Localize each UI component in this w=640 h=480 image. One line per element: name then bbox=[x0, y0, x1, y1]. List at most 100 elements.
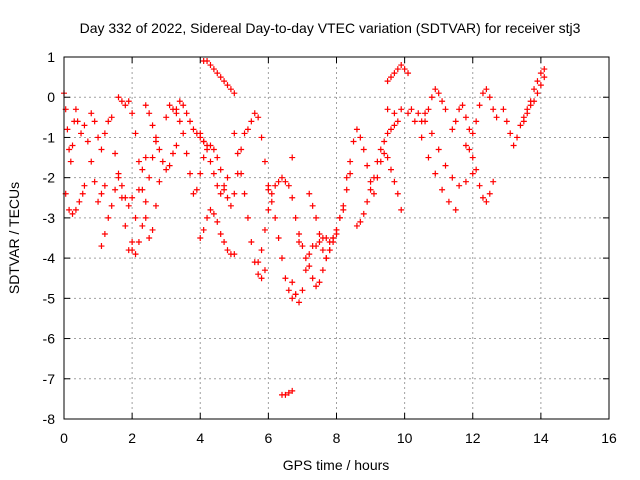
data-point bbox=[469, 170, 476, 177]
data-point bbox=[490, 106, 497, 113]
data-point bbox=[418, 134, 425, 141]
data-point bbox=[388, 126, 394, 133]
data-point bbox=[224, 174, 231, 181]
data-point bbox=[381, 138, 388, 145]
data-point bbox=[72, 106, 79, 113]
data-point bbox=[255, 114, 262, 121]
y-tick-label: -8 bbox=[43, 411, 56, 427]
data-point bbox=[479, 90, 486, 97]
data-point bbox=[367, 186, 374, 193]
data-point bbox=[316, 279, 323, 286]
data-point bbox=[394, 66, 401, 73]
data-point bbox=[473, 166, 480, 173]
data-point bbox=[204, 58, 211, 65]
data-point bbox=[217, 166, 224, 173]
data-point bbox=[98, 243, 105, 250]
data-point bbox=[95, 134, 102, 141]
y-tick-label: -3 bbox=[43, 210, 56, 226]
data-point bbox=[207, 158, 214, 165]
data-point bbox=[289, 154, 296, 161]
data-point bbox=[139, 222, 146, 229]
data-point bbox=[156, 178, 163, 185]
data-point bbox=[132, 251, 139, 258]
series-arc-b bbox=[62, 182, 88, 217]
x-tick-label: 16 bbox=[601, 430, 617, 446]
data-point bbox=[66, 206, 73, 213]
data-point bbox=[435, 90, 442, 97]
data-point bbox=[483, 86, 490, 93]
data-point bbox=[330, 235, 337, 241]
data-point bbox=[285, 287, 292, 294]
data-point bbox=[231, 251, 238, 258]
data-point bbox=[360, 210, 367, 217]
data-point bbox=[364, 162, 371, 169]
data-point bbox=[439, 186, 446, 193]
data-point bbox=[466, 126, 473, 133]
data-point bbox=[72, 206, 79, 213]
data-point bbox=[197, 235, 204, 241]
data-point bbox=[360, 146, 367, 153]
data-point bbox=[456, 182, 463, 189]
data-point bbox=[449, 126, 456, 133]
data-point bbox=[384, 106, 391, 113]
data-point bbox=[296, 239, 303, 246]
series-arc-x bbox=[384, 62, 412, 85]
data-point bbox=[149, 226, 156, 233]
series-arc-j bbox=[163, 102, 207, 197]
data-point bbox=[370, 190, 377, 197]
y-tick-label: -2 bbox=[43, 170, 56, 186]
data-point bbox=[289, 295, 296, 302]
data-point bbox=[255, 259, 262, 266]
data-point bbox=[306, 251, 313, 258]
data-point bbox=[98, 190, 105, 197]
data-point bbox=[152, 202, 159, 209]
y-tick-label: 0 bbox=[47, 89, 55, 105]
data-point bbox=[432, 170, 439, 177]
data-point bbox=[531, 86, 538, 93]
data-point bbox=[207, 206, 214, 213]
data-point bbox=[384, 130, 391, 137]
y-tick-label: -6 bbox=[43, 331, 56, 347]
series-arc-y bbox=[384, 106, 459, 213]
data-point bbox=[197, 130, 204, 137]
data-point bbox=[398, 62, 405, 69]
data-point bbox=[408, 106, 415, 113]
data-point bbox=[149, 154, 156, 161]
data-point bbox=[285, 389, 292, 396]
data-point bbox=[149, 122, 156, 129]
series-arc-m bbox=[197, 206, 238, 258]
data-point bbox=[217, 190, 224, 197]
data-point bbox=[401, 66, 408, 73]
data-point bbox=[296, 299, 303, 306]
data-point bbox=[234, 150, 241, 157]
data-point bbox=[173, 142, 180, 149]
data-point bbox=[190, 190, 197, 197]
data-point bbox=[510, 142, 517, 149]
series-arc-d bbox=[88, 110, 115, 153]
data-point bbox=[210, 210, 217, 217]
series-arc-ac bbox=[462, 142, 497, 205]
data-point bbox=[353, 126, 360, 133]
data-point bbox=[391, 110, 398, 117]
axis-ticks bbox=[63, 56, 610, 420]
series-arc-ag bbox=[289, 154, 296, 161]
data-point bbox=[479, 194, 486, 201]
series-arc-h bbox=[129, 138, 159, 258]
data-point bbox=[313, 214, 320, 221]
data-point bbox=[377, 146, 384, 153]
data-point bbox=[146, 110, 153, 117]
data-point bbox=[244, 126, 251, 133]
y-tick-label: 1 bbox=[47, 49, 55, 65]
data-point bbox=[313, 243, 320, 250]
data-point bbox=[336, 214, 343, 221]
data-point bbox=[139, 186, 146, 193]
data-point bbox=[261, 267, 268, 274]
y-axis-label: SDTVAR / TECUs bbox=[6, 182, 22, 294]
data-point bbox=[316, 230, 323, 237]
data-point bbox=[176, 118, 183, 125]
data-point bbox=[129, 239, 136, 246]
data-point bbox=[231, 90, 238, 97]
data-point bbox=[466, 146, 473, 153]
data-point bbox=[456, 106, 463, 113]
data-point bbox=[411, 118, 418, 125]
